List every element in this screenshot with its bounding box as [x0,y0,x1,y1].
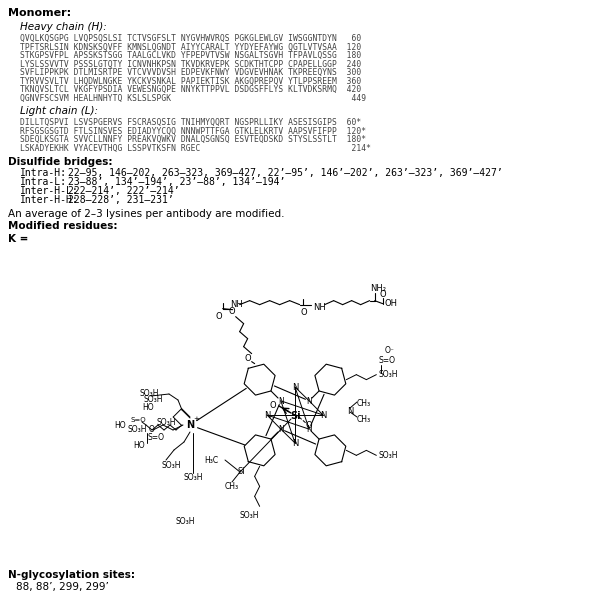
Text: TKNQVSLTCL VKGFYPSDIA VEWESNGQPE NNYKTTPPVL DSDGSFFLYS KLTVDKSRMQ  420: TKNQVSLTCL VKGFYPSDIA VEWESNGQPE NNYKTTP… [20,85,361,94]
Text: NH₂: NH₂ [370,284,386,293]
Text: N-glycosylation sites:: N-glycosylation sites: [8,570,135,580]
Text: HO: HO [133,440,145,449]
Text: TPFTSRLSIN KDNSKSQVFF KMNSLQGNDT AIYYCARALT YYDYEFAYWG QGTLVTVSAA  120: TPFTSRLSIN KDNSKSQVFF KMNSLQGNDT AIYYCAR… [20,43,361,52]
Text: SO₃H: SO₃H [139,389,158,398]
Text: Si: Si [290,411,301,421]
Text: DILLTQSPVI LSVSPGERVS FSCRASQSIG TNIHMYQQRT NGSPRLLIKY ASESISGIPS  60*: DILLTQSPVI LSVSPGERVS FSCRASQSIG TNIHMYQ… [20,118,361,127]
Text: SVFLIPPKPK DTLMISRTPE VTCVVVDVSH EDPEVKFNWY VDGVEVHNAK TKPREEQYNS  300: SVFLIPPKPK DTLMISRTPE VTCVVVDVSH EDPEVKF… [20,68,361,77]
Text: LYSLSSVVTV PSSSLGTQTY ICNVNHKPSN TKVDKRVEPK SCDKTHTCPP CPAPELLGGP  240: LYSLSSVVTV PSSSLGTQTY ICNVNHKPSN TKVDKRV… [20,59,361,68]
Text: N: N [347,407,353,416]
Text: Inter-H-H:: Inter-H-H: [20,195,79,205]
Text: N: N [306,425,312,434]
Text: SO₃H: SO₃H [175,517,195,526]
Text: Inter-H-L:: Inter-H-L: [20,186,79,196]
Text: H₃C: H₃C [204,456,218,465]
Text: SDEQLKSGTA SVVCLLNNFY PREAKVQWKV DNALQSGNSQ ESVTEQDSKD STYSLSSTLT  180*: SDEQLKSGTA SVVCLLNNFY PREAKVQWKV DNALQSG… [20,135,366,144]
Text: Si: Si [238,467,245,476]
Text: OH: OH [385,299,398,308]
Text: O: O [149,425,155,433]
Text: Modified residues:: Modified residues: [8,221,118,231]
Text: N: N [292,383,298,392]
Text: STKGPSVFPL APSSKSTSGG TAALGCLVKD YFPEPVTVSW NSGALTSGVH TFPAVLQSSG  180: STKGPSVFPL APSSKSTSGG TAALGCLVKD YFPEPVT… [20,51,361,60]
Text: Intra-L:: Intra-L: [20,177,67,187]
Text: Light chain (L):: Light chain (L): [20,106,98,116]
Text: SO₃H: SO₃H [240,511,259,520]
Text: N: N [278,425,284,434]
Text: CH₃: CH₃ [357,399,371,408]
Text: HO: HO [115,421,126,430]
Text: +: + [193,416,199,422]
Text: An average of 2–3 lysines per antibody are modified.: An average of 2–3 lysines per antibody a… [8,209,284,219]
Text: N: N [292,439,298,448]
Text: TYRVVSVLTV LHQDWLNGKE YKCKVSNKAL PAPIEKTISK AKGQPREPQV YTLPPSREEM  360: TYRVVSVLTV LHQDWLNGKE YKCKVSNKAL PAPIEKT… [20,76,361,85]
Text: S=O: S=O [147,433,164,442]
Text: LSKADYEKHK VYACEVTHQG LSSPVTKSFN RGEC                               214*: LSKADYEKHK VYACEVTHQG LSSPVTKSFN RGEC 21… [20,143,371,152]
Text: QGNVFSCSVM HEALHNHYTQ KSLSLSPGK                                     449: QGNVFSCSVM HEALHNHYTQ KSLSLSPGK 449 [20,94,366,103]
Text: SO₃H: SO₃H [183,473,203,482]
Text: S=O: S=O [379,356,395,365]
Text: O⁻: O⁻ [385,346,394,355]
Text: O: O [244,354,251,363]
Text: CH₃: CH₃ [357,415,371,424]
Text: HO: HO [142,403,154,412]
Text: N: N [186,420,194,430]
Text: N: N [278,397,284,406]
Text: O: O [269,401,277,409]
Text: Monomer:: Monomer: [8,8,71,18]
Text: O: O [215,312,222,321]
Text: O: O [229,307,235,316]
Text: K =: K = [8,234,28,244]
Text: SO₃H: SO₃H [379,370,398,379]
Text: SO₃H: SO₃H [157,418,176,427]
Text: SO₃H: SO₃H [144,395,163,403]
Text: Disulfide bridges:: Disulfide bridges: [8,157,113,167]
Text: NH: NH [230,300,242,309]
Text: SO₃H: SO₃H [128,425,148,434]
Text: Heavy chain (H):: Heavy chain (H): [20,22,107,32]
Text: N: N [306,397,312,406]
Text: SO₃H: SO₃H [379,451,398,460]
Text: O: O [379,290,386,299]
Text: RFSGSGSGTD FTLSINSVES EDIADYYCQQ NNNWPTTFGA GTKLELKRTV AAPSVFIFPP  120*: RFSGSGSGTD FTLSINSVES EDIADYYCQQ NNNWPTT… [20,127,366,136]
Text: QVQLKQSGPG LVQPSQSLSI TCTVSGFSLT NYGVHWVRQS PGKGLEWLGV IWSGGNTDYN   60: QVQLKQSGPG LVQPSQSLSI TCTVSGFSLT NYGVHWV… [20,34,361,43]
Text: CH₃: CH₃ [225,482,239,491]
Text: 222–214’, 222’–214’: 222–214’, 222’–214’ [68,186,179,196]
Text: SO₃H: SO₃H [161,461,181,469]
Text: NH: NH [313,303,325,312]
Text: 22–95, 146–202, 263–323, 369–427, 22’–95’, 146’–202’, 263’–323’, 369’–427’: 22–95, 146–202, 263–323, 369–427, 22’–95… [68,168,503,178]
Text: S=O: S=O [130,417,146,423]
Text: N: N [320,411,326,420]
Text: 228–228’, 231–231’: 228–228’, 231–231’ [68,195,174,205]
Text: 23–88’, 134’–194’, 23’–88’, 134’–194’: 23–88’, 134’–194’, 23’–88’, 134’–194’ [68,177,286,187]
Text: Intra-H:: Intra-H: [20,168,67,178]
Text: O: O [305,421,313,430]
Text: N: N [264,411,271,420]
Text: 88, 88’, 299, 299’: 88, 88’, 299, 299’ [16,582,109,592]
Text: O: O [301,308,307,317]
